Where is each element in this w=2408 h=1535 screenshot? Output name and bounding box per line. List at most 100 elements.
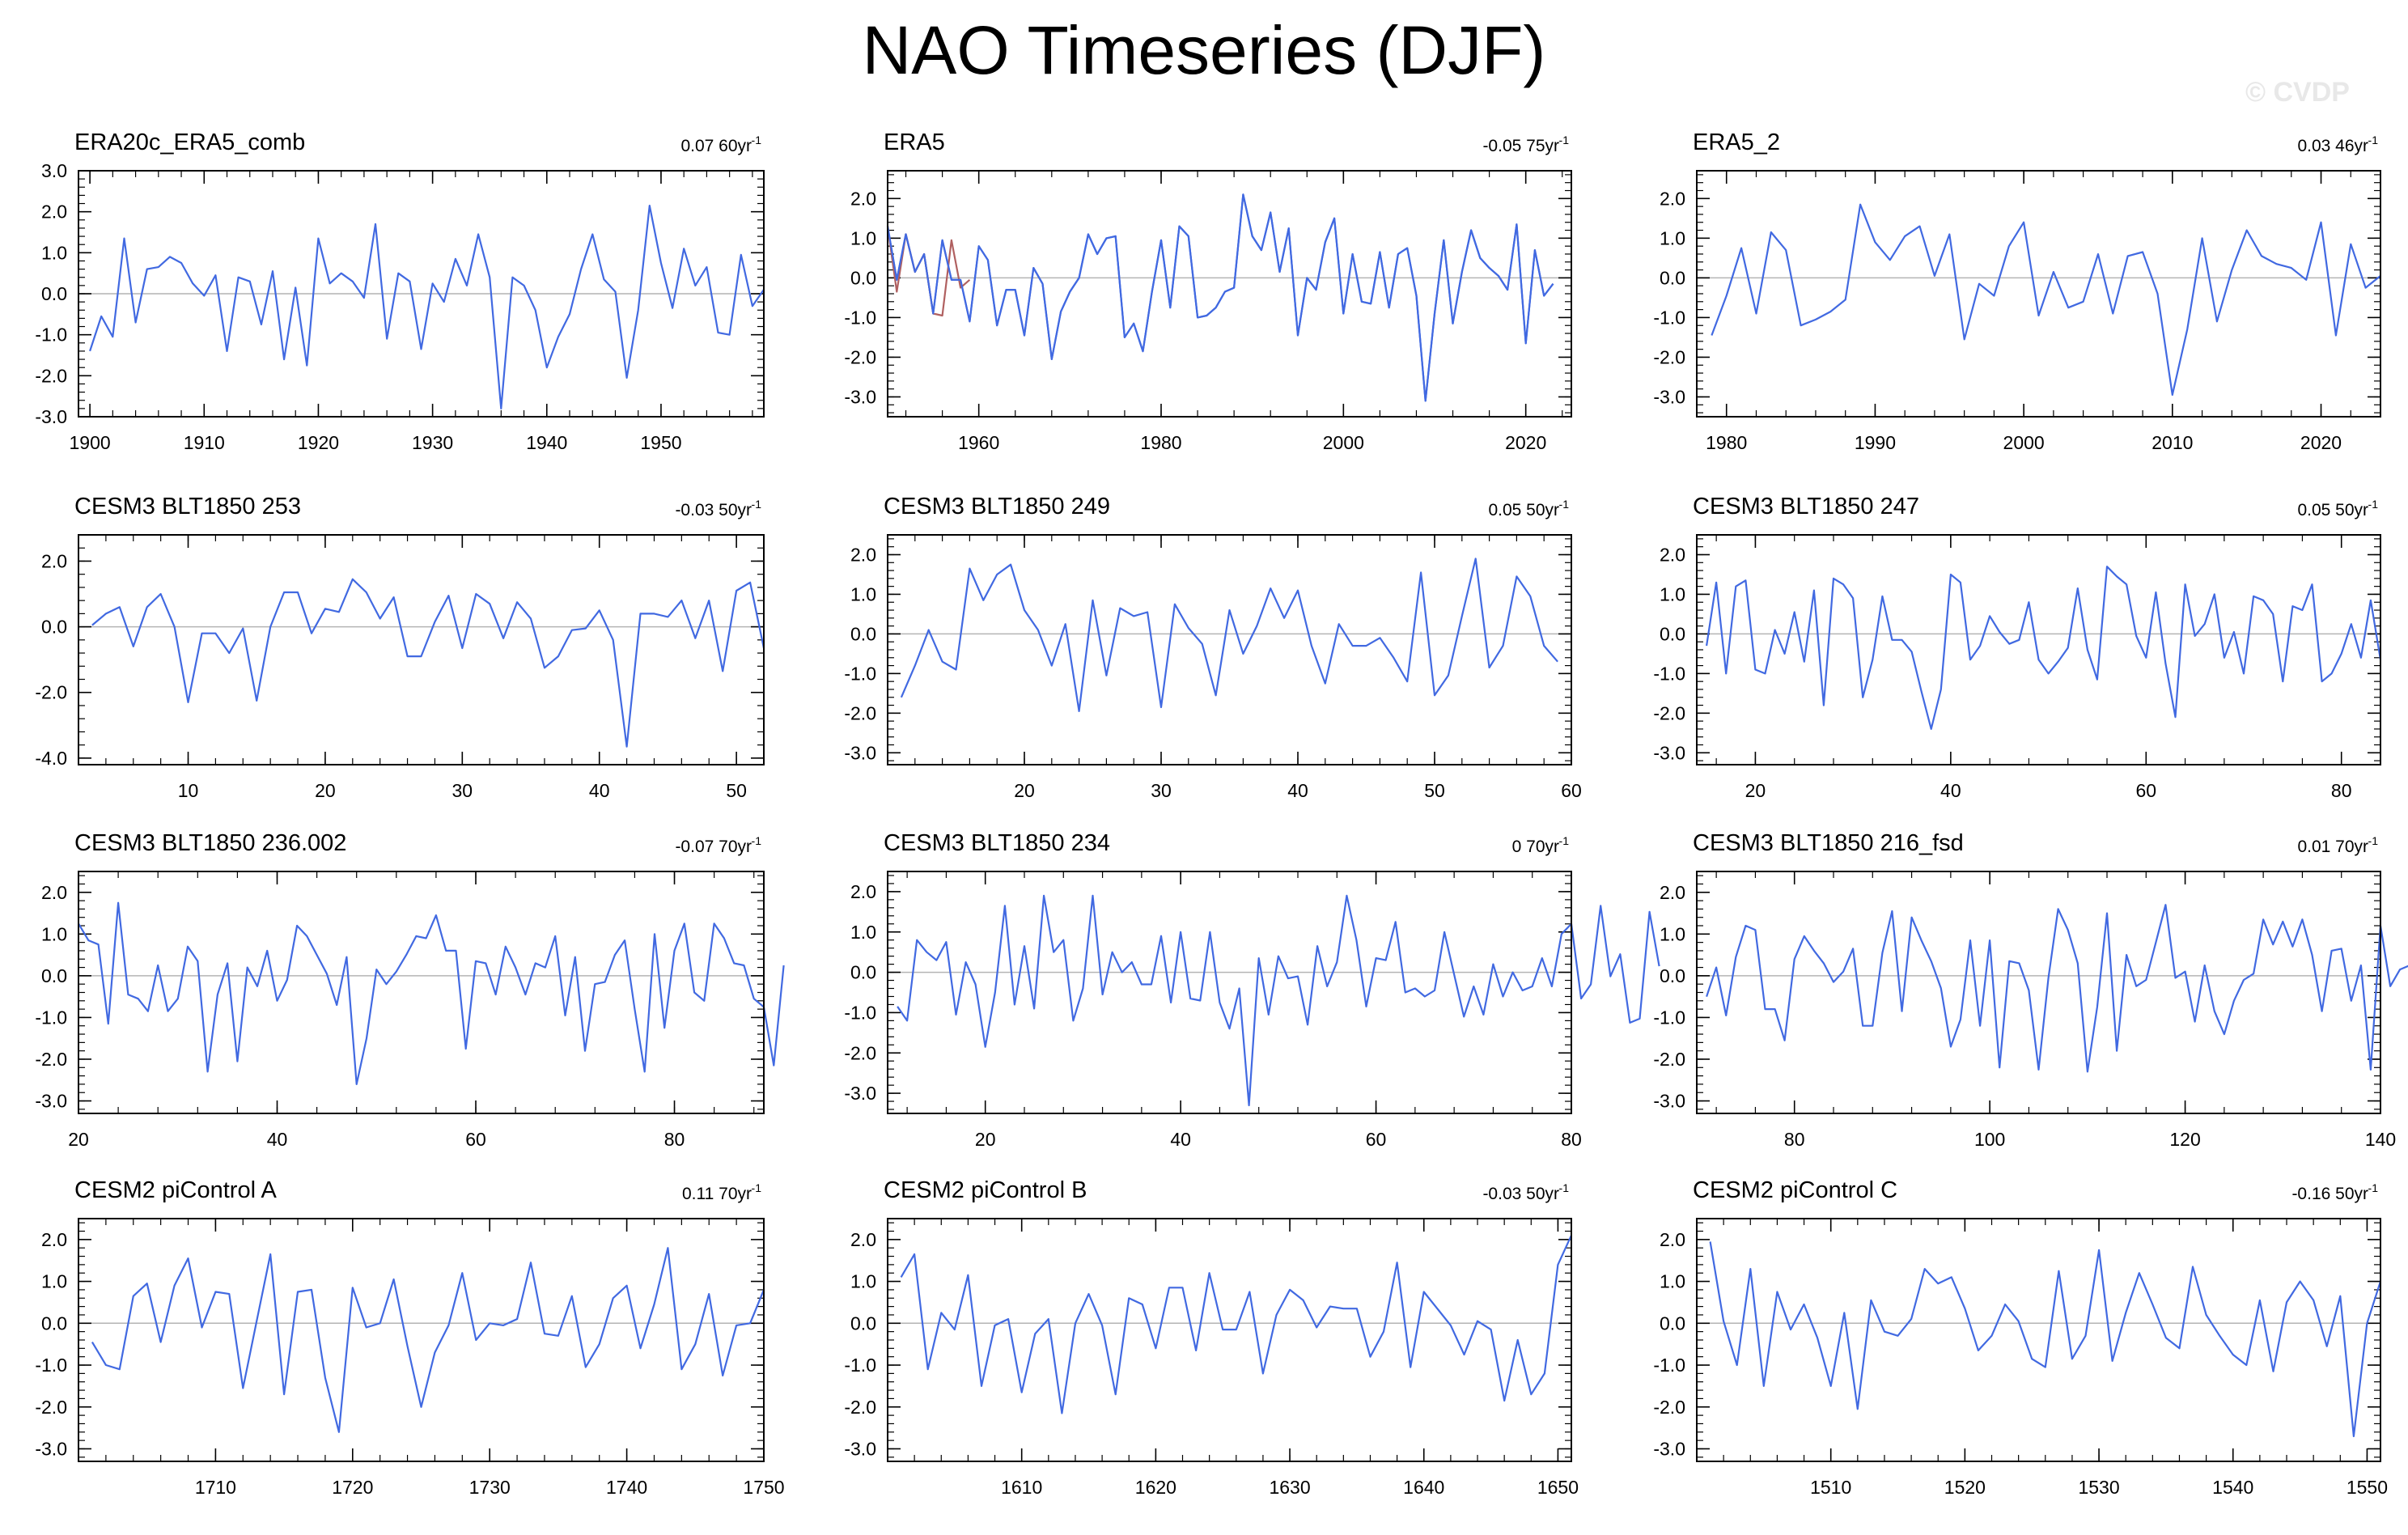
x-tick-label: 60 [465, 1129, 486, 1150]
panel-trend: 0.03 46yr [2297, 137, 2368, 155]
panel-trend-exponent: -1 [2368, 1181, 2379, 1194]
y-tick-label: 0.0 [41, 617, 67, 638]
y-tick-label: 0.0 [41, 1312, 67, 1334]
x-tick-label: 80 [664, 1129, 685, 1150]
x-tick-label: 1710 [195, 1477, 236, 1498]
x-tick-label: 1610 [1001, 1477, 1042, 1498]
y-tick-label: -3.0 [844, 1083, 876, 1104]
x-tick-label: 1530 [2078, 1477, 2119, 1498]
panel-trend-exponent: -1 [1559, 134, 1570, 146]
panel-frame [1696, 1218, 2381, 1462]
panel-frame [78, 1218, 765, 1462]
y-tick-label: -2.0 [844, 1042, 876, 1063]
y-tick-label: -2.0 [1653, 1049, 1685, 1070]
y-tick-label: 0.0 [850, 962, 876, 983]
series-line-1 [1706, 566, 2382, 731]
y-tick-label: 2.0 [1660, 544, 1685, 565]
panel-11: CESM2 piControl B -0.03 50yr -1 -3.0 -2.0 -1.… [844, 1177, 1579, 1498]
y-tick-label: 2.0 [1660, 1229, 1685, 1250]
panel-frame [887, 871, 1572, 1114]
x-tick-label: 2020 [1505, 432, 1546, 453]
y-tick-label: 1.0 [1660, 583, 1685, 604]
x-tick-label: 80 [1784, 1129, 1805, 1150]
series-line-1-top [886, 193, 1554, 402]
panel-trend: 0.05 50yr [2297, 501, 2368, 519]
panel-frame [1696, 534, 2381, 765]
y-tick-label: -2.0 [1653, 702, 1685, 723]
y-tick-label: 2.0 [850, 544, 876, 565]
panel-trend-exponent: -1 [752, 134, 762, 146]
y-tick-label: -2.0 [844, 702, 876, 723]
y-tick-label: 0.0 [1660, 1312, 1685, 1334]
y-tick-label: 2.0 [41, 882, 67, 903]
y-tick-label: -2.0 [844, 346, 876, 367]
panel-6: CESM3 BLT1850 247 0.05 50yr -1 -3.0 -2.0 -1.0… [1653, 494, 2382, 801]
series-line-1 [91, 578, 765, 748]
panel-5: CESM3 BLT1850 249 0.05 50yr -1 -3.0 -2.0 -1.0… [844, 494, 1581, 801]
y-tick-label: 1.0 [1660, 1271, 1685, 1292]
x-tick-label: 40 [267, 1129, 288, 1150]
panel-title: CESM3 BLT1850 234 [884, 830, 1110, 856]
x-tick-label: 1930 [412, 432, 453, 453]
y-tick-label: -1.0 [35, 1007, 67, 1028]
y-tick-label: -2.0 [1653, 346, 1685, 367]
panel-title: CESM3 BLT1850 253 [74, 494, 301, 519]
x-tick-label: 2000 [1323, 432, 1364, 453]
panel-frame [887, 170, 1572, 418]
y-tick-label: 0.0 [850, 623, 876, 644]
x-tick-label: 50 [726, 780, 747, 801]
panel-3: ERA5_2 0.03 46yr -1 -3.0 -2.0 -1.0 0.0 1.0 2.0 19… [1653, 129, 2381, 453]
y-tick-label: -1.0 [1653, 1355, 1685, 1376]
series-line-1 [91, 1247, 765, 1433]
panel-title: CESM3 BLT1850 236.002 [74, 830, 346, 856]
y-tick-label: 2.0 [41, 1229, 67, 1250]
y-tick-label: -3.0 [35, 1091, 67, 1112]
y-tick-label: 1.0 [850, 1271, 876, 1292]
x-tick-label: 40 [589, 780, 610, 801]
x-tick-label: 1950 [640, 432, 681, 453]
y-tick-label: 2.0 [1660, 188, 1685, 209]
y-tick-label: 0.0 [850, 267, 876, 288]
x-tick-label: 2000 [2003, 432, 2045, 453]
x-tick-label: 1730 [469, 1477, 511, 1498]
panel-frame [1696, 170, 2381, 418]
panel-1: ERA20c_ERA5_comb 0.07 60yr -1 -3.0 -2.0 -1.0 0… [35, 129, 765, 453]
panel-trend: 0.01 70yr [2297, 837, 2368, 856]
panel-title: CESM2 piControl A [74, 1177, 277, 1203]
panel-frame [1696, 871, 2381, 1114]
panel-title: CESM2 piControl C [1693, 1177, 1897, 1203]
x-tick-label: 20 [1745, 780, 1766, 801]
y-tick-label: -2.0 [35, 365, 67, 386]
y-tick-label: -3.0 [35, 1438, 67, 1459]
panel-frame [887, 1218, 1572, 1462]
y-tick-label: 1.0 [850, 227, 876, 248]
x-tick-label: 2020 [2300, 432, 2342, 453]
x-tick-label: 20 [975, 1129, 996, 1150]
panel-trend-exponent: -1 [2368, 498, 2379, 511]
x-tick-label: 1550 [2347, 1477, 2388, 1498]
panel-2: ERA5 -0.05 75yr -1 -3.0 -2.0 -1.0 0.0 1.0 2.0 196… [844, 129, 1572, 453]
y-tick-label: 2.0 [850, 188, 876, 209]
y-tick-label: 0.0 [41, 283, 67, 304]
y-tick-label: -1.0 [1653, 1007, 1685, 1028]
series-line-1 [1711, 203, 2381, 396]
x-tick-label: 1990 [1855, 432, 1896, 453]
y-tick-label: -3.0 [1653, 1091, 1685, 1112]
x-tick-label: 50 [1424, 780, 1445, 801]
panel-title: ERA20c_ERA5_comb [74, 129, 305, 155]
x-tick-label: 1980 [1140, 432, 1181, 453]
series-line-1 [900, 1235, 1572, 1414]
panel-trend: 0.07 60yr [680, 137, 752, 155]
panel-9: CESM3 BLT1850 216_fsd 0.01 70yr -1 -3.0 -2.0… [1653, 830, 2408, 1150]
y-tick-label: -2.0 [35, 1397, 67, 1418]
y-tick-label: -1.0 [844, 663, 876, 684]
y-tick-label: 0.0 [1660, 267, 1685, 288]
panel-frame [78, 871, 765, 1114]
x-tick-label: 20 [68, 1129, 89, 1150]
x-tick-label: 120 [2169, 1129, 2200, 1150]
panel-title: CESM3 BLT1850 247 [1693, 494, 1919, 519]
x-tick-label: 60 [1561, 780, 1582, 801]
panel-trend-exponent: -1 [1559, 834, 1570, 847]
y-tick-label: -1.0 [1653, 307, 1685, 328]
x-tick-label: 1540 [2212, 1477, 2253, 1498]
